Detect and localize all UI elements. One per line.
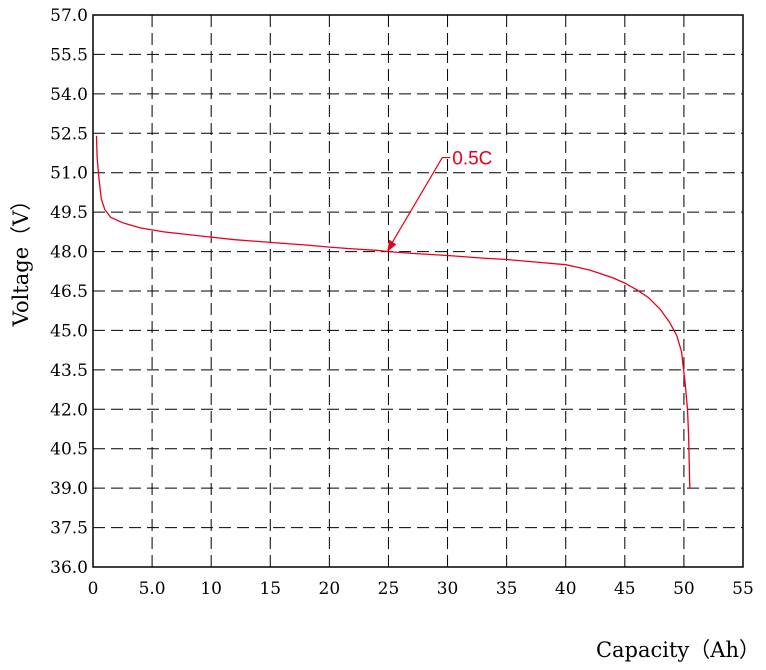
y-tick-label: 45.0: [50, 321, 88, 341]
y-tick-label: 46.5: [50, 282, 88, 302]
x-tick-label: 35: [496, 579, 518, 599]
plot-frame: [92, 14, 744, 568]
x-tick-label: 40: [555, 579, 577, 599]
y-tick-label: 55.5: [50, 45, 88, 65]
x-tick-label: 15: [259, 579, 281, 599]
x-tick-label: 5.0: [139, 579, 166, 599]
y-axis-label: Voltage（V）: [9, 190, 33, 328]
y-tick-label: 54.0: [50, 85, 88, 105]
x-axis-label: Capacity（Ah）: [596, 638, 760, 662]
x-axis-ticks: 0 5.0 10 15 20 25 30 35 40 45 50 55: [88, 579, 754, 599]
grid: [93, 15, 743, 567]
series-line: [95, 135, 691, 489]
x-tick-label: 55: [732, 579, 754, 599]
y-tick-label: 51.0: [50, 164, 88, 184]
y-tick-label: 36.0: [50, 558, 88, 578]
x-tick-label: 0: [88, 579, 99, 599]
annotation-leader-line: [388, 156, 451, 248]
y-tick-label: 57.0: [50, 6, 88, 26]
y-tick-label: 43.5: [50, 361, 88, 381]
y-tick-label: 42.0: [50, 400, 88, 420]
series: [95, 135, 691, 489]
x-tick-label: 20: [319, 579, 341, 599]
y-tick-label: 52.5: [50, 124, 88, 144]
x-tick-label: 50: [673, 579, 695, 599]
annotations: 0.5C: [387, 149, 492, 252]
y-tick-label: 48.0: [50, 243, 88, 263]
y-tick-label: 49.5: [50, 203, 88, 223]
x-tick-label: 10: [200, 579, 222, 599]
y-tick-label: 37.5: [50, 519, 88, 539]
annotation-arrowhead: [387, 239, 397, 252]
x-tick-label: 25: [378, 579, 400, 599]
y-axis-ticks: 36.0 37.5 39.0 40.5 42.0 43.5 45.0 46.5 48.0 49.5…: [50, 6, 88, 578]
y-tick-label: 40.5: [50, 440, 88, 460]
x-tick-label: 30: [437, 579, 459, 599]
x-tick-label: 45: [614, 579, 636, 599]
y-tick-label: 39.0: [50, 479, 88, 499]
annotation-label: 0.5C: [452, 149, 492, 170]
